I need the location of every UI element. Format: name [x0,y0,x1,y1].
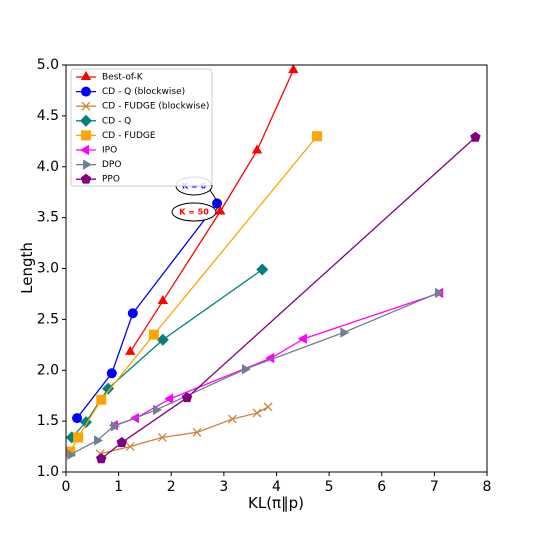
marker [81,130,91,141]
legend-label: CD - FUDGE [102,131,156,141]
marker [80,173,92,184]
marker [81,86,91,97]
marker [73,432,84,443]
marker [80,71,92,80]
legend-label: DPO [102,160,121,170]
marker [192,427,202,437]
marker [96,394,107,405]
x-axis-label: KL(π‖p) [248,494,304,512]
marker [67,449,77,460]
marker [152,404,162,416]
series-line [100,136,476,460]
y-tick-label: 1.0 [37,464,59,480]
marker [297,333,307,344]
legend-label: Best-of-K [102,73,144,83]
series-line [76,202,218,419]
marker [156,333,169,346]
marker [214,205,226,215]
marker [157,295,169,305]
x-tick-label: 1 [114,479,123,495]
marker [251,144,263,154]
marker [212,198,223,209]
x-tick-label: 3 [219,479,228,495]
y-tick-label: 5.0 [37,57,59,73]
marker [66,431,78,444]
marker [241,364,251,375]
marker [312,131,323,142]
x-tick-label: 5 [325,479,334,495]
y-tick-label: 1.5 [37,413,59,429]
y-tick-label: 3.0 [37,261,59,277]
legend-label: CD - FUDGE (blockwise) [102,102,209,112]
marker [96,453,107,464]
marker [157,432,167,442]
legend: Best-of-K CD - Q (blockwise) CD - FUDGE (b… [70,68,213,187]
legend-label: IPO [102,146,117,156]
marker [227,414,237,424]
annotation-text: K = 50 [179,208,209,217]
x-tick-label: 0 [62,479,71,495]
x-tick-label: 6 [377,479,386,495]
legend-label: CD - Q [102,116,131,126]
marker [106,368,117,379]
legend-label: PPO [102,175,120,185]
marker [148,329,159,340]
x-tick-label: 2 [167,479,176,495]
y-tick-label: 4.5 [37,108,59,124]
marker [94,435,104,446]
x-tick-label: 7 [430,479,439,495]
legend-label: CD - Q (blockwise) [102,87,185,97]
marker [125,345,136,355]
annotation: K = 50 [171,202,220,222]
marker [263,402,273,412]
marker [265,352,275,364]
marker [125,442,135,452]
marker [80,144,89,156]
marker [81,101,91,111]
marker [80,114,92,127]
y-tick-label: 3.5 [37,210,59,226]
marker [435,287,445,299]
y-tick-label: 4.0 [37,159,59,175]
marker [116,436,128,447]
marker [164,393,174,404]
marker [83,159,92,170]
plot-area [66,65,481,464]
marker [110,421,120,432]
x-tick-label: 8 [483,479,492,495]
series-line [100,406,269,455]
marker [340,327,350,338]
marker [72,413,83,424]
marker [127,308,138,319]
y-tick-label: 2.5 [37,311,59,327]
x-tick-label: 4 [272,479,281,495]
marker [288,65,299,74]
marker [102,382,115,395]
marker [470,131,481,142]
marker [252,408,262,418]
marker [181,392,193,403]
marker [256,263,269,276]
y-tick-label: 2.0 [37,362,59,378]
y-axis-label: Length [18,242,36,294]
